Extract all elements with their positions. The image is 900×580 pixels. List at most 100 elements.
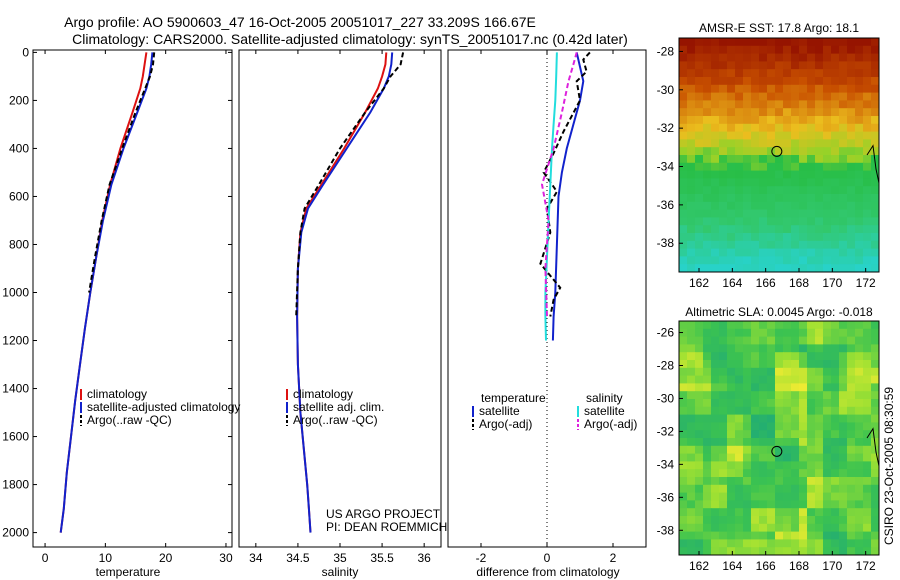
map-cell (791, 123, 800, 133)
map-cell (783, 367, 792, 377)
map-cell (871, 155, 880, 164)
map-cell (695, 256, 704, 265)
map-cell (791, 453, 800, 462)
map-cell (863, 225, 872, 234)
map-cell (855, 539, 864, 548)
map-cell (735, 84, 744, 94)
map-cell (703, 477, 712, 486)
map-cell (735, 406, 744, 416)
map-cell (823, 360, 832, 369)
map-cell (847, 422, 856, 431)
map-cell (751, 360, 760, 369)
map-cell (727, 84, 736, 94)
legend-label: climatology (293, 387, 353, 401)
map-cell (719, 422, 728, 431)
map-cell (767, 422, 776, 431)
map-cell (687, 248, 696, 257)
map-cell (815, 492, 824, 501)
map-cell (855, 453, 864, 462)
map-cell (735, 162, 744, 172)
map-cell (863, 492, 872, 501)
map-cell (839, 399, 848, 408)
map-cell (855, 108, 864, 117)
map-cell (719, 399, 728, 408)
map-cell (743, 461, 752, 470)
map-cell (855, 38, 864, 47)
map-cell (679, 155, 688, 164)
map-cell (767, 100, 776, 109)
map-y-tick-label: -38 (657, 236, 675, 250)
map-cell (783, 438, 792, 447)
map-cell (847, 123, 856, 133)
map-cell (823, 531, 832, 540)
x-axis-label: temperature (96, 565, 161, 579)
map-cell (807, 225, 816, 234)
series-line-sat (551, 52, 585, 341)
map-cell (727, 256, 736, 265)
map-cell (719, 469, 728, 478)
map-cell (687, 45, 696, 55)
map-cell (735, 240, 744, 250)
map-cell (783, 391, 792, 400)
map-cell (727, 209, 736, 218)
map-cell (743, 399, 752, 408)
map-cell (775, 367, 784, 377)
map-cell (791, 84, 800, 94)
x-axis-label: difference from climatology (476, 565, 619, 579)
map-cell (783, 248, 792, 257)
map-cell (735, 399, 744, 408)
map-cell (847, 53, 856, 62)
map-cell (727, 123, 736, 133)
map-cell (719, 92, 728, 101)
map-cell (767, 162, 776, 172)
map-cell (863, 399, 872, 408)
map-cell (775, 178, 784, 187)
map-cell (871, 256, 880, 265)
map-cell (679, 123, 688, 133)
map-cell (823, 186, 832, 195)
map-cell (791, 469, 800, 478)
map-cell (871, 367, 880, 377)
map-cell (751, 523, 760, 533)
map-cell (751, 53, 760, 62)
map-cell (823, 69, 832, 78)
map-cell (687, 492, 696, 501)
map-y-tick-label: -28 (657, 44, 675, 58)
map-cell (695, 84, 704, 94)
map-cell (807, 209, 816, 218)
map-cell (759, 492, 768, 501)
map-cell (831, 445, 840, 455)
map-cell (727, 336, 736, 345)
map-cell (791, 186, 800, 195)
map-cell (735, 155, 744, 164)
map-cell (791, 516, 800, 525)
map-cell (831, 100, 840, 109)
map-cell (735, 422, 744, 431)
map-cell (687, 217, 696, 226)
map-cell (823, 264, 832, 273)
map-cell (831, 209, 840, 218)
map-cell (807, 453, 816, 462)
map-cell (839, 430, 848, 439)
map-cell (775, 445, 784, 455)
map-cell (703, 139, 712, 148)
map-cell (719, 508, 728, 517)
map-cell (815, 422, 824, 431)
map-cell (751, 77, 760, 86)
map-cell (807, 116, 816, 125)
map-cell (783, 422, 792, 431)
map-cell (839, 516, 848, 525)
map-cell (727, 531, 736, 540)
map-cell (847, 344, 856, 353)
map-cell (799, 531, 808, 540)
map-cell (831, 477, 840, 486)
map-cell (807, 375, 816, 384)
map-cell (791, 240, 800, 250)
map-cell (855, 147, 864, 156)
map-cell (735, 69, 744, 78)
map-cell (839, 492, 848, 501)
map-cell (791, 248, 800, 257)
map-cell (759, 375, 768, 384)
map-y-tick-label: -38 (657, 523, 675, 537)
map-cell (743, 162, 752, 172)
